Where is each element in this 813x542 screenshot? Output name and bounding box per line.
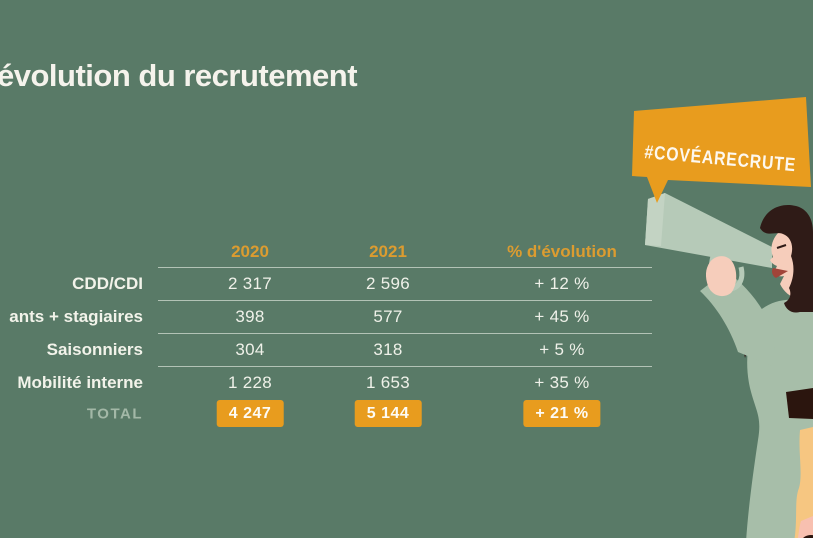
page-title: évolution du recrutement	[0, 58, 358, 93]
total-value-2020: 4 247	[216, 400, 284, 427]
hand	[705, 256, 737, 297]
cell-2021: 318	[373, 340, 403, 359]
cell-2021: 2 596	[365, 274, 411, 293]
lips	[772, 268, 788, 278]
table-divider	[158, 300, 652, 301]
total-box-2020: 4 247	[216, 400, 284, 427]
row-label-mobilite-interne: Mobilité interne	[17, 373, 143, 392]
cell-2020: 2 317	[227, 274, 273, 293]
cell-evolution: + 12 %	[534, 274, 590, 293]
total-value-2021: 5 144	[354, 400, 422, 427]
cell-evolution: + 35 %	[534, 373, 590, 392]
total-value-evolution: + 21 %	[523, 400, 601, 427]
cell-evolution: + 5 %	[539, 340, 585, 359]
column-header-evolution: % d'évolution	[507, 242, 617, 261]
row-label-saisonniers: Saisonniers	[46, 340, 143, 359]
total-box-evolution: + 21 %	[523, 400, 601, 427]
cell-2021: 1 653	[365, 373, 411, 392]
belt	[786, 388, 813, 419]
column-header-2020: 2020	[231, 242, 269, 261]
cell-2021: 577	[373, 307, 403, 326]
row-label-stagiaires: ants + stagiaires	[9, 307, 143, 326]
table-divider	[158, 333, 652, 334]
cell-2020: 1 228	[227, 373, 273, 392]
table-divider	[158, 267, 652, 268]
cell-evolution: + 45 %	[534, 307, 590, 326]
speech-bubble	[632, 97, 811, 203]
table-divider	[158, 366, 652, 367]
row-label-total: TOTAL	[86, 405, 143, 423]
bottom-border	[0, 538, 813, 542]
row-label-cdd-cdi: CDD/CDI	[72, 274, 143, 293]
megaphone-opening	[645, 193, 665, 246]
cell-2020: 304	[235, 340, 265, 359]
megaphone-icon	[645, 193, 772, 268]
total-box-2021: 5 144	[354, 400, 422, 427]
cell-2020: 398	[235, 307, 265, 326]
column-header-2021: 2021	[369, 242, 407, 261]
hair	[760, 204, 813, 313]
eyebrow	[776, 244, 787, 249]
dress	[794, 427, 813, 542]
